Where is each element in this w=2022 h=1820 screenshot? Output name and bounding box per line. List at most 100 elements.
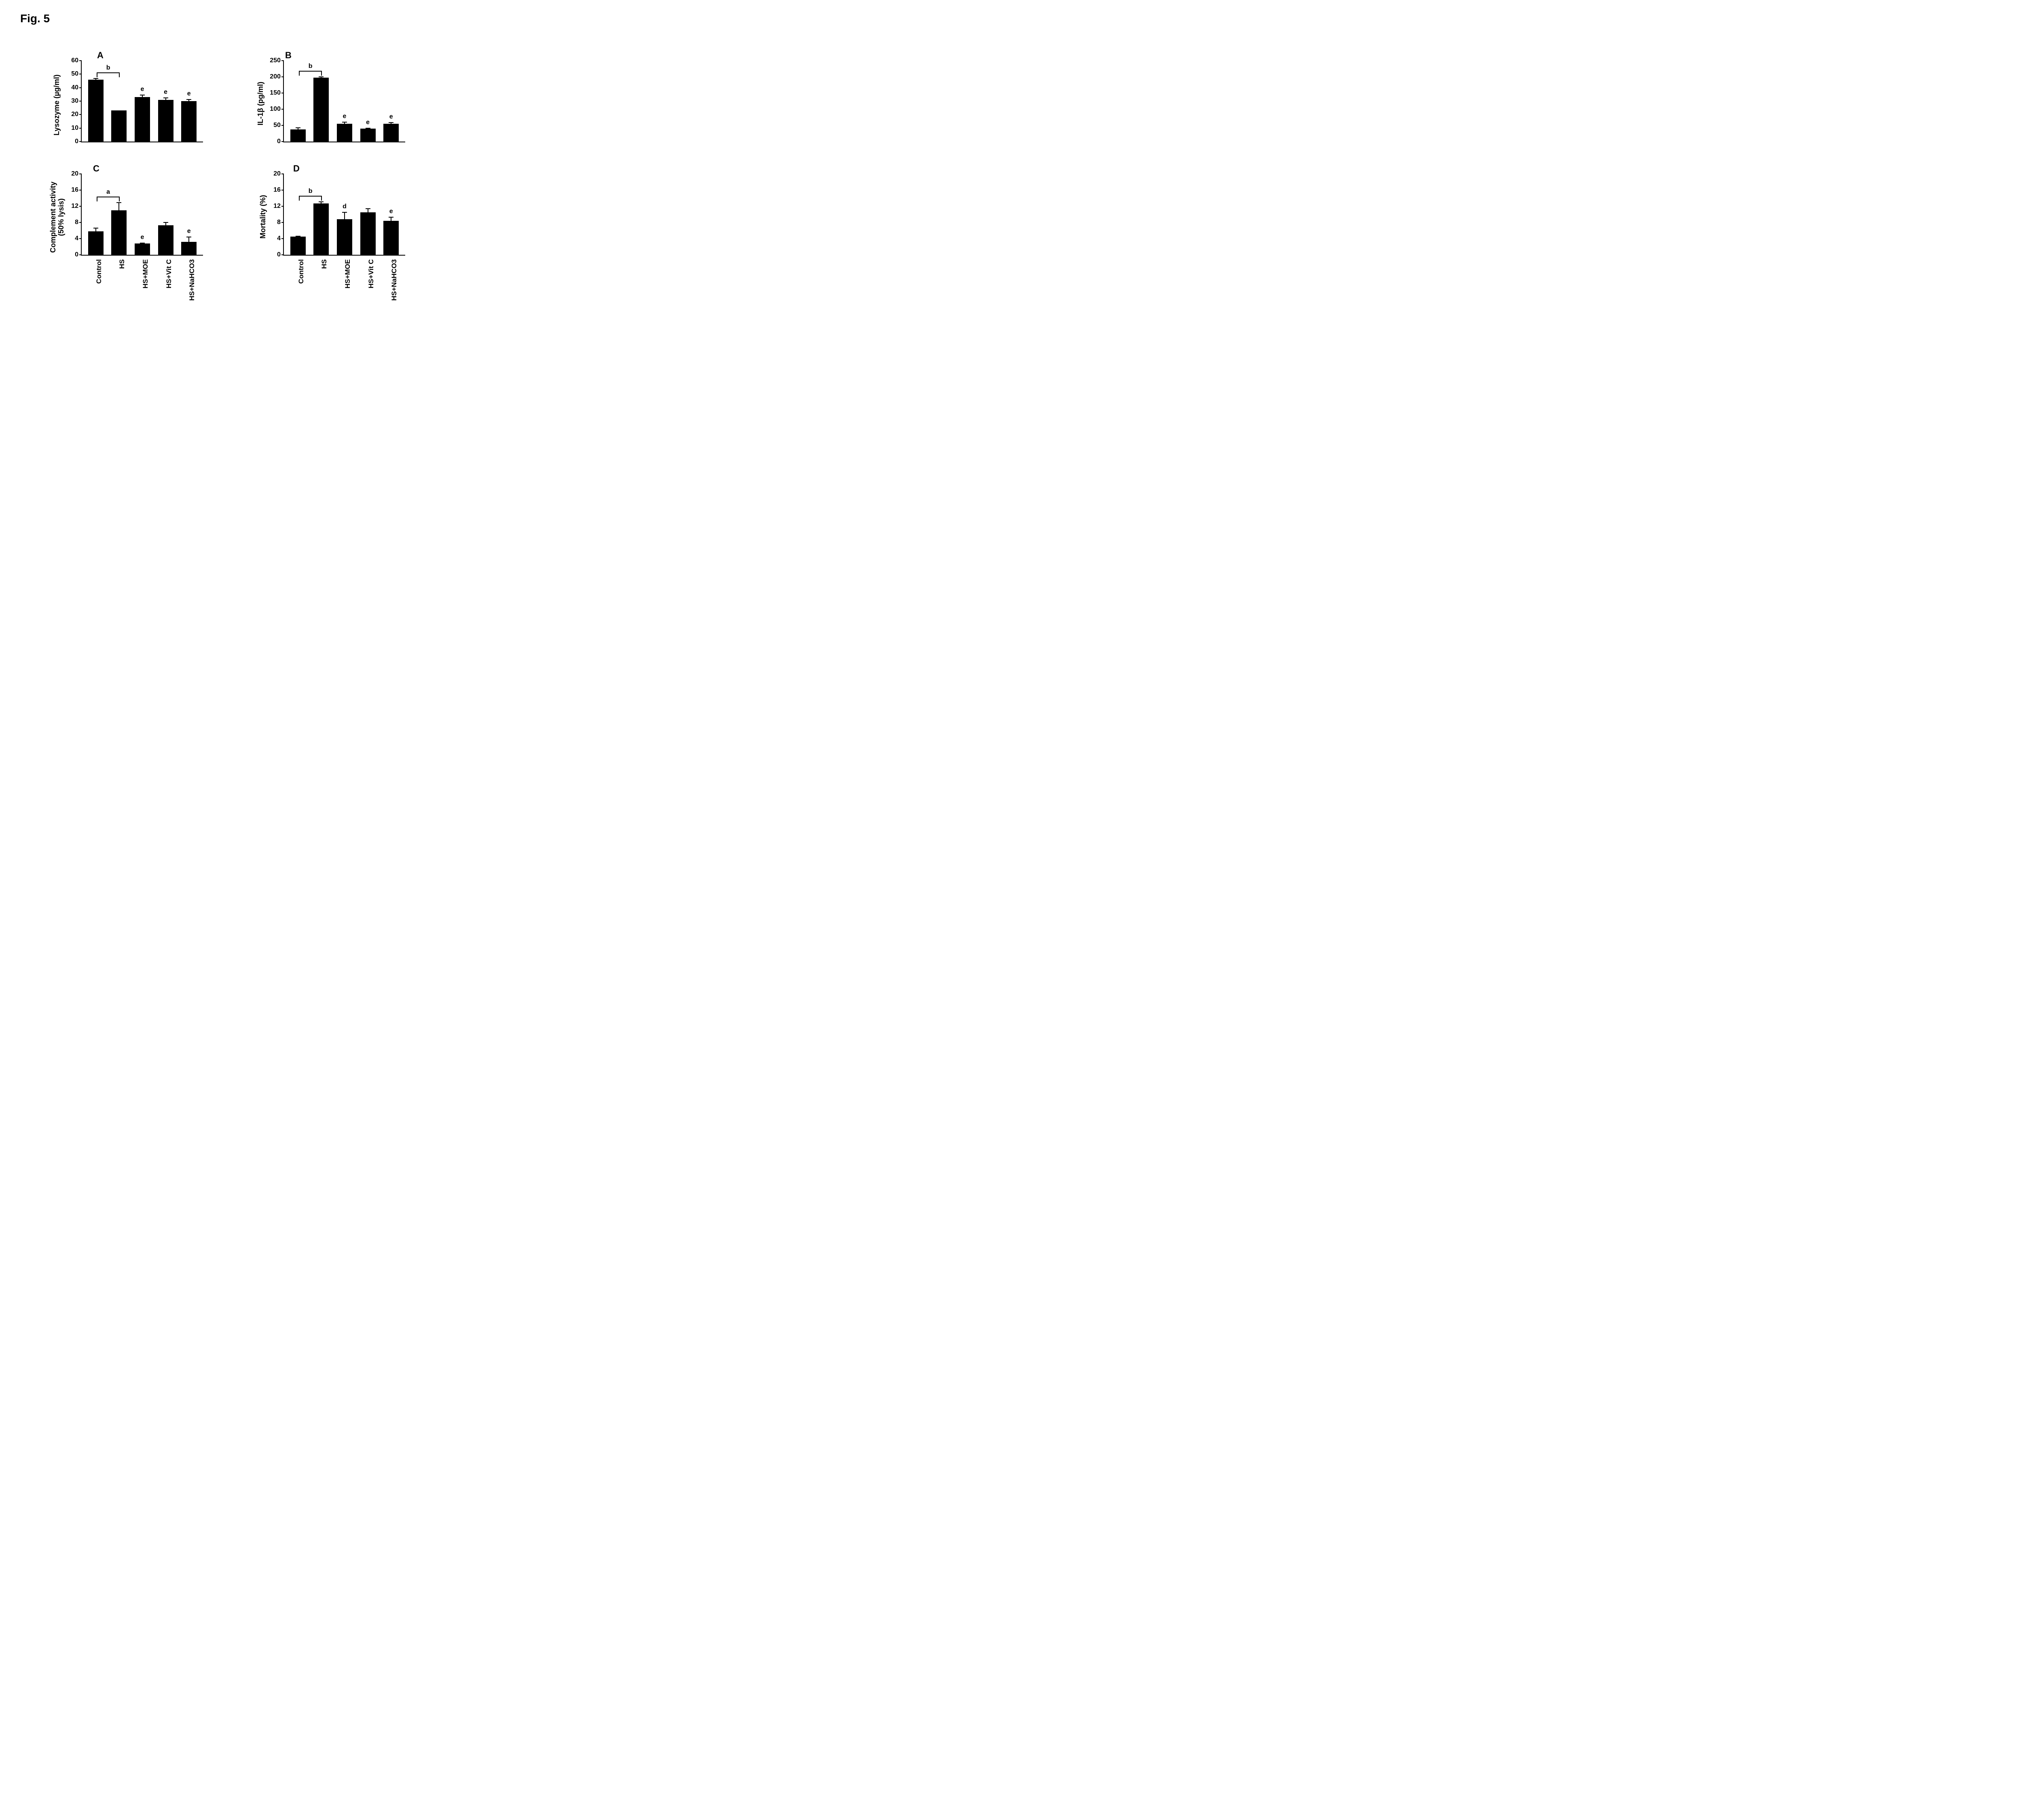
bar xyxy=(290,129,306,142)
bars-container: de xyxy=(284,174,405,255)
bar xyxy=(290,237,306,255)
bar-wrap xyxy=(111,110,127,142)
bar-wrap: e xyxy=(360,129,376,142)
error-bar xyxy=(95,228,96,231)
error-bar xyxy=(165,97,166,100)
bar xyxy=(383,221,399,255)
significance-label: e xyxy=(389,113,393,121)
y-tick-label: 8 xyxy=(277,219,281,226)
bar xyxy=(181,242,197,255)
bar xyxy=(360,212,376,255)
y-tick-label: 20 xyxy=(71,111,78,118)
panel-grid: A Lysozyme (µg/ml) 0102030405060eeeb B I… xyxy=(53,49,425,332)
bracket-label: b xyxy=(309,63,313,70)
bar xyxy=(158,225,173,255)
chart-C: 048121620eea xyxy=(81,174,203,256)
bar-wrap xyxy=(290,237,306,255)
y-tick-label: 250 xyxy=(270,57,281,64)
significance-label: e xyxy=(389,208,393,215)
bar-wrap xyxy=(158,225,173,255)
panel-letter-A: A xyxy=(97,50,104,61)
error-bar xyxy=(142,95,143,97)
significance-label: e xyxy=(366,119,370,126)
panel-letter-D: D xyxy=(293,163,300,174)
bar-wrap: e xyxy=(135,97,150,142)
chart-B: 050100150200250eeeb xyxy=(283,61,405,142)
y-tick-label: 8 xyxy=(75,219,78,226)
significance-label: e xyxy=(141,234,144,241)
y-axis-label-D: Mortality (%) xyxy=(259,195,267,239)
significance-label: e xyxy=(141,86,144,93)
y-tick-label: 50 xyxy=(71,70,78,78)
bar xyxy=(135,97,150,142)
bracket-label: b xyxy=(309,188,313,195)
panel-D: D Mortality (%) 048121620deb ControlHSHS… xyxy=(255,162,425,332)
y-tick-label: 0 xyxy=(277,138,281,145)
y-tick-label: 12 xyxy=(71,203,78,210)
significance-bracket: a xyxy=(97,197,120,201)
bracket-label: a xyxy=(106,188,110,196)
bar-wrap xyxy=(313,203,329,255)
significance-label: e xyxy=(164,89,167,96)
error-bar xyxy=(188,99,189,101)
figure-label: Fig. 5 xyxy=(20,12,50,25)
y-axis-label-A: Lysozyme (µg/ml) xyxy=(53,74,61,135)
bracket-label: b xyxy=(106,64,110,72)
bar-wrap xyxy=(290,129,306,142)
bar xyxy=(158,100,173,142)
bar-wrap xyxy=(88,231,104,255)
y-tick-label: 40 xyxy=(71,84,78,91)
bar-wrap: e xyxy=(181,242,197,255)
bar-wrap: e xyxy=(181,101,197,142)
y-tick-label: 4 xyxy=(277,235,281,242)
bar xyxy=(313,78,329,142)
y-tick-label: 0 xyxy=(277,251,281,258)
bar xyxy=(360,129,376,142)
y-axis-label-C-line1: Complement activity xyxy=(49,182,57,253)
panel-C: C Complement activity (50% lysis) 048121… xyxy=(53,162,222,332)
bar xyxy=(337,124,352,142)
error-bar xyxy=(118,202,119,210)
y-axis-label-B: IL-1β (pg/ml) xyxy=(256,82,265,125)
error-bar xyxy=(344,212,345,219)
significance-label: e xyxy=(187,228,191,235)
bar xyxy=(135,243,150,255)
bar xyxy=(337,219,352,255)
bar xyxy=(383,124,399,142)
bar xyxy=(313,203,329,255)
bar-wrap: e xyxy=(337,124,352,142)
bars-container: ee xyxy=(82,174,203,255)
bar-wrap: e xyxy=(135,243,150,255)
bar xyxy=(88,231,104,255)
y-tick-label: 100 xyxy=(270,106,281,113)
error-bar xyxy=(165,222,166,225)
chart-D: 048121620deb xyxy=(283,174,405,256)
panel-A: A Lysozyme (µg/ml) 0102030405060eeeb xyxy=(53,49,222,154)
significance-label: e xyxy=(343,113,347,120)
figure-page: Fig. 5 A Lysozyme (µg/ml) 0102030405060e… xyxy=(0,0,485,364)
panel-B: B IL-1β (pg/ml) 050100150200250eeeb xyxy=(255,49,425,154)
y-tick-label: 4 xyxy=(75,235,78,242)
bar xyxy=(111,210,127,255)
y-axis-label-C: Complement activity (50% lysis) xyxy=(49,182,66,253)
y-tick-label: 200 xyxy=(270,73,281,80)
panel-letter-B: B xyxy=(285,50,292,61)
bar-wrap xyxy=(360,212,376,255)
y-tick-label: 60 xyxy=(71,57,78,64)
y-tick-label: 20 xyxy=(273,170,281,178)
bar-wrap xyxy=(313,78,329,142)
bar xyxy=(88,80,104,142)
y-axis-label-C-line2: (50% lysis) xyxy=(57,182,66,253)
significance-label: d xyxy=(343,203,347,210)
bar xyxy=(181,101,197,142)
y-tick-label: 12 xyxy=(273,203,281,210)
bar-wrap xyxy=(88,80,104,142)
bar xyxy=(111,110,127,142)
y-tick-label: 20 xyxy=(71,170,78,178)
error-bar xyxy=(188,237,189,242)
y-tick-label: 0 xyxy=(75,138,78,145)
significance-bracket: b xyxy=(299,71,322,76)
y-tick-label: 10 xyxy=(71,125,78,132)
error-bar xyxy=(95,78,96,80)
bar-wrap: e xyxy=(383,221,399,255)
